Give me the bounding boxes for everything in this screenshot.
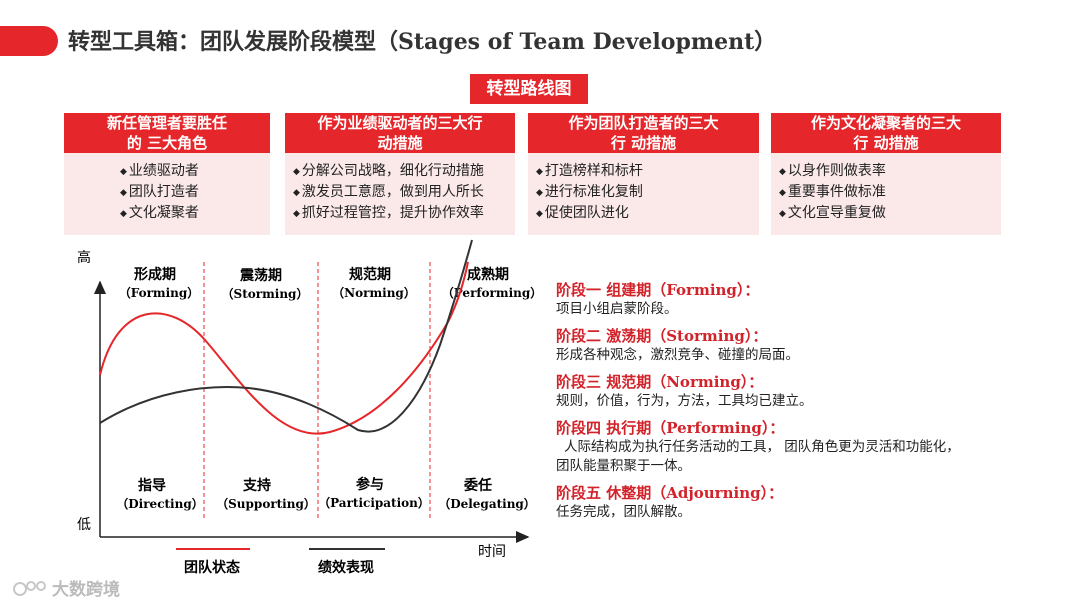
card-item: 激发员工意愿，做到用人所长 bbox=[293, 182, 515, 203]
leadership-style: 支持 bbox=[242, 477, 271, 494]
stage-description: 任务完成，团队解散。 bbox=[556, 504, 691, 520]
card-heading-line: 行 动措施 bbox=[853, 134, 919, 152]
card-list: 业绩驱动者 团队打造者 文化凝聚者 bbox=[64, 153, 270, 224]
watermark: 大数跨境 bbox=[12, 575, 120, 600]
card-heading-line: 作为业绩驱动者的三大行 bbox=[317, 114, 483, 132]
card-item: 团队打造者 bbox=[120, 182, 270, 203]
leadership-style-en: （Supporting） bbox=[216, 496, 316, 511]
y-axis-low-label: 低 bbox=[77, 517, 91, 533]
card-item: 业绩驱动者 bbox=[120, 161, 270, 182]
stage-descriptions: 阶段一 组建期（Forming）： 项目小组启蒙阶段。 阶段二 激荡期（Stor… bbox=[556, 280, 1056, 529]
card-item: 打造榜样和标杆 bbox=[536, 161, 759, 182]
card-item: 促使团队进化 bbox=[536, 203, 759, 224]
watermark-logo-icon bbox=[13, 580, 46, 596]
card-culture-unifier: 作为文化凝聚者的三大 行 动措施 以身作则做表率 重要事件做标准 文化宣导重复做 bbox=[771, 113, 1001, 235]
phase-name: 规范期 bbox=[349, 266, 391, 283]
card-item: 抓好过程管控，提升协作效率 bbox=[293, 203, 515, 224]
team-development-diagram: 高 低 时间 形成期 （Forming） 震荡期 （Storming） 规范期 … bbox=[77, 239, 543, 576]
phase-name: 震荡期 bbox=[239, 267, 282, 284]
legend-label-team-state: 团队状态 bbox=[184, 559, 240, 576]
card-performance-driver: 作为业绩驱动者的三大行 动措施 分解公司战略，细化行动措施 激发员工意愿，做到用… bbox=[285, 113, 515, 235]
title-accent-bar bbox=[0, 26, 58, 56]
card-list: 以身作则做表率 重要事件做标准 文化宣导重复做 bbox=[771, 153, 1001, 224]
card-item: 分解公司战略，细化行动措施 bbox=[293, 161, 515, 182]
stage-title: 阶段二 激荡期（Storming）： bbox=[556, 327, 768, 345]
y-axis-high-label: 高 bbox=[77, 249, 91, 266]
card-item: 文化宣导重复做 bbox=[779, 203, 1001, 224]
leadership-style: 指导 bbox=[138, 477, 166, 494]
card-item: 以身作则做表率 bbox=[779, 161, 1001, 182]
card-heading-line: 作为文化凝聚者的三大 bbox=[810, 114, 961, 132]
stage-description: 形成各种观念，激烈竞争、碰撞的局面。 bbox=[556, 347, 799, 363]
x-axis-label: 时间 bbox=[478, 544, 506, 560]
card-heading: 作为团队打造者的三大 行 动措施 bbox=[528, 113, 759, 153]
stage-title: 阶段五 休整期（Adjourning）： bbox=[556, 484, 784, 502]
card-heading-line: 新任管理者要胜任 bbox=[106, 114, 227, 132]
card-list: 打造榜样和标杆 进行标准化复制 促使团队进化 bbox=[528, 153, 759, 224]
card-heading: 作为文化凝聚者的三大 行 动措施 bbox=[771, 113, 1001, 153]
phase-name: 成熟期 bbox=[467, 266, 509, 283]
card-heading-line: 动措施 bbox=[377, 134, 423, 152]
card-team-builder: 作为团队打造者的三大 行 动措施 打造榜样和标杆 进行标准化复制 促使团队进化 bbox=[528, 113, 759, 235]
stage-description: 规则，价值，行为，方法，工具均已建立。 bbox=[556, 393, 813, 409]
card-heading-line: 行 动措施 bbox=[610, 134, 677, 152]
stage-description-continued: 团队能量积聚于一体。 bbox=[556, 458, 691, 474]
stage-description: 项目小组启蒙阶段。 bbox=[556, 301, 678, 317]
legend-label-performance: 绩效表现 bbox=[318, 559, 374, 576]
roadmap-label: 转型路线图 bbox=[470, 74, 588, 104]
card-list: 分解公司战略，细化行动措施 激发员工意愿，做到用人所长 抓好过程管控，提升协作效… bbox=[285, 153, 515, 224]
stage-description: 人际结构成为执行任务活动的工具， 团队角色更为灵活和功能化， bbox=[564, 439, 960, 455]
card-item: 文化凝聚者 bbox=[120, 203, 270, 224]
card-heading: 作为业绩驱动者的三大行 动措施 bbox=[285, 113, 515, 153]
card-item: 进行标准化复制 bbox=[536, 182, 759, 203]
stage-title: 阶段三 规范期（Norming）： bbox=[556, 373, 764, 391]
leadership-style-en: （Participation） bbox=[318, 495, 430, 510]
card-item: 重要事件做标准 bbox=[779, 182, 1001, 203]
phase-name-en: （Performing） bbox=[442, 285, 543, 300]
page-title: 转型工具箱：团队发展阶段模型（Stages of Team Developmen… bbox=[68, 29, 777, 55]
phase-name-en: （Forming） bbox=[119, 285, 200, 300]
card-role: 新任管理者要胜任 的 三大角色 业绩驱动者 团队打造者 文化凝聚者 bbox=[64, 113, 270, 235]
card-heading-line: 的 三大角色 bbox=[126, 134, 208, 152]
leadership-style-en: （Directing） bbox=[116, 496, 203, 511]
leadership-style-en: （Delegating） bbox=[438, 496, 536, 511]
stage-title: 阶段一 组建期（Forming）： bbox=[556, 281, 760, 299]
phase-name-en: （Storming） bbox=[222, 286, 309, 301]
watermark-text: 大数跨境 bbox=[52, 580, 120, 600]
phase-name-en: （Norming） bbox=[332, 285, 416, 300]
card-heading-line: 作为团队打造者的三大 bbox=[568, 114, 719, 132]
leadership-style: 参与 bbox=[356, 476, 384, 493]
card-heading: 新任管理者要胜任 的 三大角色 bbox=[64, 113, 270, 153]
leadership-style: 委任 bbox=[463, 477, 492, 494]
performance-curve bbox=[99, 239, 473, 433]
phase-name: 形成期 bbox=[134, 266, 176, 283]
stage-title: 阶段四 执行期（Performing）： bbox=[556, 419, 785, 437]
